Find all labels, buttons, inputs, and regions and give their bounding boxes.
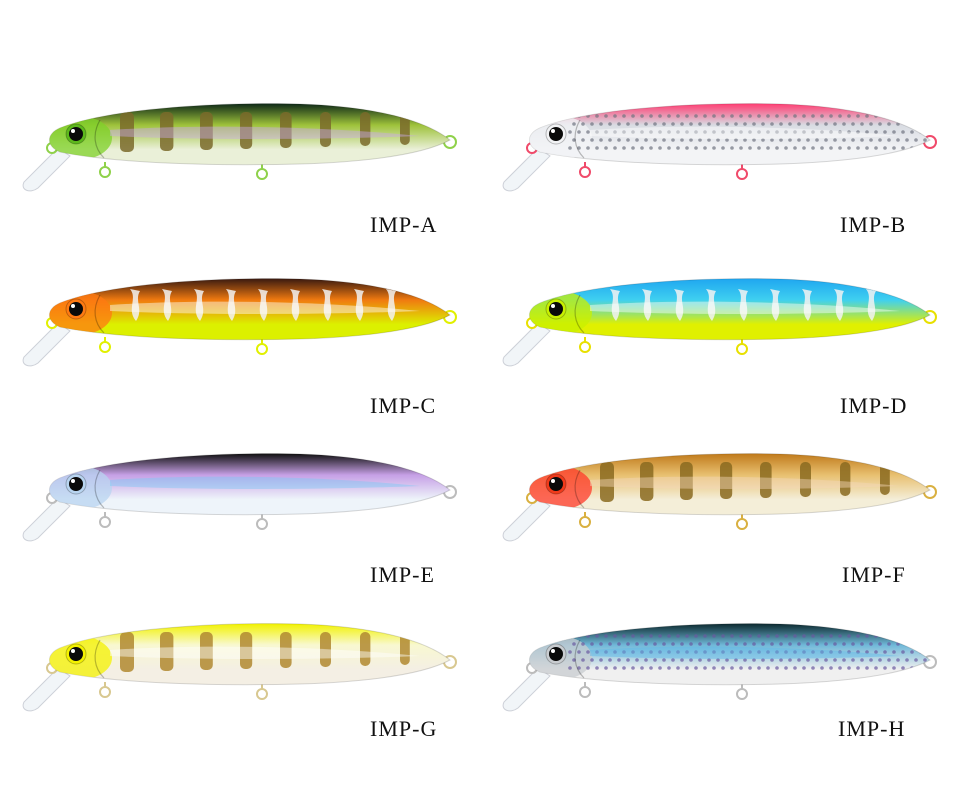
lure-code: IMP-H bbox=[838, 716, 906, 741]
lure-image bbox=[502, 453, 937, 542]
belly-hanger bbox=[256, 168, 268, 180]
diving-lip bbox=[22, 497, 71, 542]
lure-eye bbox=[549, 647, 563, 661]
lure-code: IMP-D bbox=[840, 393, 908, 418]
lure-eye bbox=[549, 477, 563, 491]
lure-code: IMP-A bbox=[370, 212, 438, 237]
diving-lip bbox=[502, 147, 551, 192]
belly-hanger bbox=[736, 168, 748, 180]
lure-image bbox=[22, 453, 457, 542]
lure-card: IMP-C bbox=[0, 265, 480, 445]
lure-eye bbox=[69, 302, 83, 316]
diving-lip bbox=[502, 497, 551, 542]
diving-lip bbox=[22, 322, 71, 367]
belly-hanger bbox=[736, 688, 748, 700]
lure-card: IMP-B bbox=[480, 90, 960, 270]
belly-hanger bbox=[736, 343, 748, 355]
lure-image bbox=[22, 623, 457, 712]
lure-eye bbox=[69, 127, 83, 141]
lure-card: IMP-D bbox=[480, 265, 960, 445]
belly-hanger bbox=[99, 516, 111, 528]
lure-card: IMP-H bbox=[480, 610, 960, 790]
lure-card: IMP-G bbox=[0, 610, 480, 790]
lure-code: IMP-E bbox=[370, 562, 435, 587]
belly-hanger bbox=[736, 518, 748, 530]
lure-card: IMP-E bbox=[0, 440, 480, 620]
belly-hanger bbox=[579, 166, 591, 178]
lure-eye bbox=[69, 647, 83, 661]
lure-image bbox=[502, 103, 937, 192]
belly-hanger bbox=[579, 686, 591, 698]
belly-hanger bbox=[99, 166, 111, 178]
lure-card: IMP-A bbox=[0, 90, 480, 270]
lure-eye bbox=[69, 477, 83, 491]
diving-lip bbox=[22, 147, 71, 192]
lure-code: IMP-B bbox=[840, 212, 907, 237]
lure-code: IMP-G bbox=[370, 716, 438, 741]
diving-lip bbox=[502, 322, 551, 367]
diving-lip bbox=[22, 667, 71, 712]
lure-eye bbox=[549, 127, 563, 141]
lure-image bbox=[502, 623, 937, 712]
lure-code: IMP-C bbox=[370, 393, 437, 418]
lure-eye bbox=[549, 302, 563, 316]
belly-hanger bbox=[579, 516, 591, 528]
diving-lip bbox=[502, 667, 551, 712]
belly-hanger bbox=[256, 518, 268, 530]
lure-code: IMP-F bbox=[842, 562, 906, 587]
lure-card: IMP-F bbox=[480, 440, 960, 620]
belly-hanger bbox=[256, 688, 268, 700]
belly-hanger bbox=[579, 341, 591, 353]
lure-image bbox=[22, 278, 457, 367]
belly-hanger bbox=[99, 341, 111, 353]
belly-hanger bbox=[256, 343, 268, 355]
belly-hanger bbox=[99, 686, 111, 698]
lure-image bbox=[22, 103, 457, 192]
lure-image bbox=[502, 278, 937, 367]
